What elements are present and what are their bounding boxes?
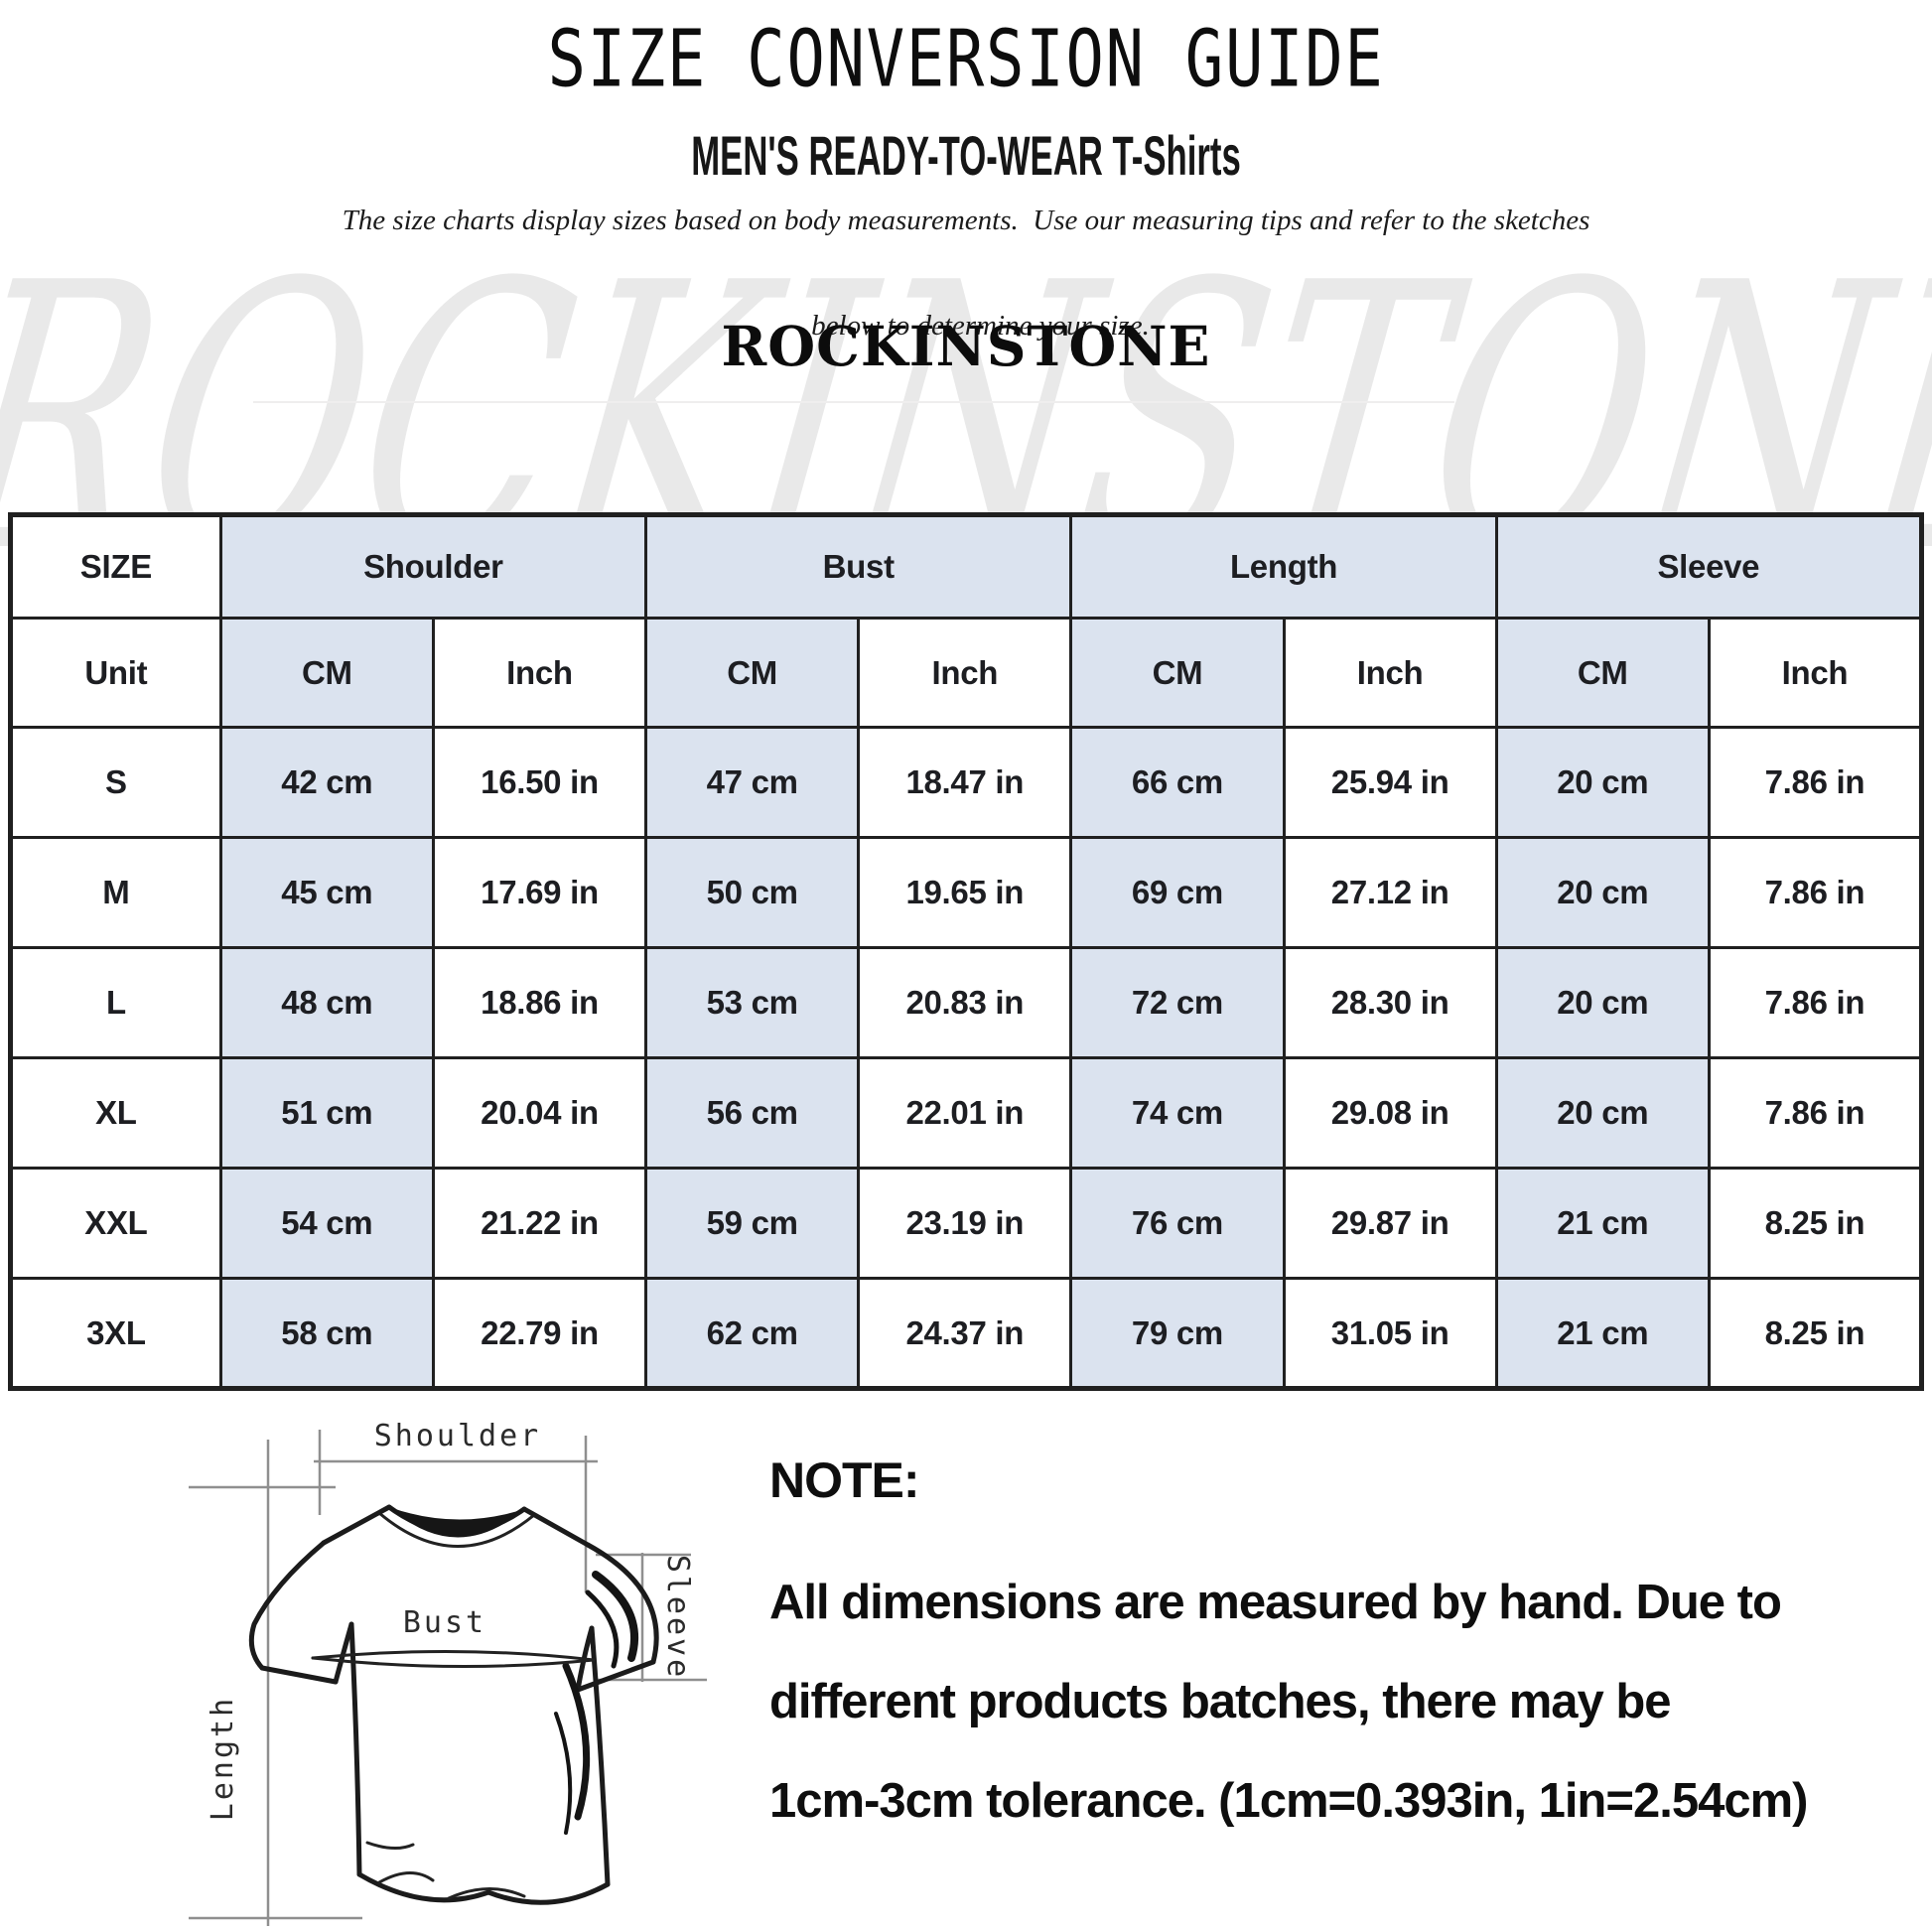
value-cell: 58 cm bbox=[218, 1277, 435, 1390]
value-cell: 69 cm bbox=[1069, 836, 1286, 949]
value-cell: 20 cm bbox=[1494, 726, 1711, 839]
page-subtitle: MEN'S READY-TO-WEAR T-Shirts bbox=[691, 124, 1241, 187]
unit-cm-cell: CM bbox=[1494, 617, 1711, 729]
value-cell: 62 cm bbox=[644, 1277, 861, 1390]
value-cell: 42 cm bbox=[218, 726, 435, 839]
table-row-s: S 42 cm 16.50 in 47 cm 18.47 in 66 cm 25… bbox=[9, 726, 1924, 839]
table-row-m: M 45 cm 17.69 in 50 cm 19.65 in 69 cm 27… bbox=[9, 836, 1924, 949]
value-cell: 24.37 in bbox=[857, 1277, 1073, 1390]
unit-cm-cell: CM bbox=[644, 617, 861, 729]
value-cell: 47 cm bbox=[644, 726, 861, 839]
value-cell: 7.86 in bbox=[1707, 1056, 1924, 1170]
length-group-header: Length bbox=[1069, 513, 1498, 620]
size-cell: L bbox=[9, 946, 222, 1059]
table-header-row: SIZE Shoulder Bust Length Sleeve bbox=[9, 513, 1924, 620]
note-section: NOTE: All dimensions are measured by han… bbox=[769, 1451, 1901, 1851]
value-cell: 7.86 in bbox=[1707, 836, 1924, 949]
size-cell: M bbox=[9, 836, 222, 949]
table-row-l: L 48 cm 18.86 in 53 cm 20.83 in 72 cm 28… bbox=[9, 946, 1924, 1059]
value-cell: 79 cm bbox=[1069, 1277, 1286, 1390]
unit-inch-cell: Inch bbox=[1707, 617, 1924, 729]
value-cell: 22.79 in bbox=[431, 1277, 648, 1390]
value-cell: 48 cm bbox=[218, 946, 435, 1059]
table-row-3xl: 3XL 58 cm 22.79 in 62 cm 24.37 in 79 cm … bbox=[9, 1277, 1924, 1390]
value-cell: 66 cm bbox=[1069, 726, 1286, 839]
diagram-bust-label: Bust bbox=[403, 1605, 486, 1640]
unit-inch-cell: Inch bbox=[857, 617, 1073, 729]
value-cell: 28.30 in bbox=[1282, 946, 1498, 1059]
value-cell: 50 cm bbox=[644, 836, 861, 949]
value-cell: 16.50 in bbox=[431, 726, 648, 839]
divider-hairline bbox=[253, 401, 1454, 403]
value-cell: 20.83 in bbox=[857, 946, 1073, 1059]
note-line-3: 1cm-3cm tolerance. (1cm=0.393in, 1in=2.5… bbox=[769, 1774, 1808, 1828]
bust-group-header: Bust bbox=[644, 513, 1073, 620]
value-cell: 21 cm bbox=[1494, 1277, 1711, 1390]
value-cell: 8.25 in bbox=[1707, 1277, 1924, 1390]
size-cell: XXL bbox=[9, 1167, 222, 1280]
value-cell: 23.19 in bbox=[857, 1167, 1073, 1280]
value-cell: 27.12 in bbox=[1282, 836, 1498, 949]
value-cell: 21 cm bbox=[1494, 1167, 1711, 1280]
page-title: SIZE CONVERSION GUIDE bbox=[547, 14, 1385, 105]
value-cell: 29.87 in bbox=[1282, 1167, 1498, 1280]
tshirt-measurement-diagram: Shoulder Bust Length Sleeve bbox=[189, 1419, 707, 1926]
value-cell: 20.04 in bbox=[431, 1056, 648, 1170]
value-cell: 45 cm bbox=[218, 836, 435, 949]
description-line-1: The size charts display sizes based on b… bbox=[342, 205, 1590, 236]
dimension-lines bbox=[189, 1430, 707, 1926]
table-row-xl: XL 51 cm 20.04 in 56 cm 22.01 in 74 cm 2… bbox=[9, 1056, 1924, 1170]
value-cell: 25.94 in bbox=[1282, 726, 1498, 839]
value-cell: 8.25 in bbox=[1707, 1167, 1924, 1280]
size-cell: XL bbox=[9, 1056, 222, 1170]
table-unit-row: Unit CM Inch CM Inch CM Inch CM Inch bbox=[9, 617, 1924, 729]
value-cell: 29.08 in bbox=[1282, 1056, 1498, 1170]
unit-cm-cell: CM bbox=[1069, 617, 1286, 729]
value-cell: 54 cm bbox=[218, 1167, 435, 1280]
size-cell: 3XL bbox=[9, 1277, 222, 1390]
value-cell: 72 cm bbox=[1069, 946, 1286, 1059]
value-cell: 17.69 in bbox=[431, 836, 648, 949]
value-cell: 22.01 in bbox=[857, 1056, 1073, 1170]
unit-label-cell: Unit bbox=[9, 617, 222, 729]
diagram-length-label: Length bbox=[206, 1696, 240, 1821]
value-cell: 19.65 in bbox=[857, 836, 1073, 949]
description-line-2: below to determine your size. bbox=[811, 310, 1150, 342]
table-row-xxl: XXL 54 cm 21.22 in 59 cm 23.19 in 76 cm … bbox=[9, 1167, 1924, 1280]
value-cell: 18.47 in bbox=[857, 726, 1073, 839]
description-text: The size charts display sizes based on b… bbox=[0, 195, 1932, 405]
value-cell: 59 cm bbox=[644, 1167, 861, 1280]
diagram-shoulder-label: Shoulder bbox=[374, 1419, 542, 1453]
note-line-1: All dimensions are measured by hand. Due… bbox=[769, 1576, 1782, 1629]
tshirt-sketch bbox=[248, 1504, 659, 1905]
value-cell: 51 cm bbox=[218, 1056, 435, 1170]
note-line-2: different products batches, there may be bbox=[769, 1675, 1672, 1728]
unit-inch-cell: Inch bbox=[431, 617, 648, 729]
value-cell: 21.22 in bbox=[431, 1167, 648, 1280]
value-cell: 76 cm bbox=[1069, 1167, 1286, 1280]
sleeve-group-header: Sleeve bbox=[1494, 513, 1924, 620]
value-cell: 31.05 in bbox=[1282, 1277, 1498, 1390]
value-cell: 20 cm bbox=[1494, 946, 1711, 1059]
size-conversion-table: SIZE Shoulder Bust Length Sleeve Unit CM… bbox=[8, 512, 1924, 1391]
value-cell: 56 cm bbox=[644, 1056, 861, 1170]
value-cell: 20 cm bbox=[1494, 1056, 1711, 1170]
value-cell: 74 cm bbox=[1069, 1056, 1286, 1170]
value-cell: 20 cm bbox=[1494, 836, 1711, 949]
value-cell: 7.86 in bbox=[1707, 946, 1924, 1059]
value-cell: 18.86 in bbox=[431, 946, 648, 1059]
unit-cm-cell: CM bbox=[218, 617, 435, 729]
note-heading: NOTE: bbox=[769, 1452, 920, 1508]
unit-inch-cell: Inch bbox=[1282, 617, 1498, 729]
size-column-header: SIZE bbox=[9, 513, 222, 620]
brand-name: ROCKINSTONE bbox=[721, 314, 1211, 378]
diagram-sleeve-label: Sleeve bbox=[660, 1555, 695, 1680]
value-cell: 7.86 in bbox=[1707, 726, 1924, 839]
shoulder-group-header: Shoulder bbox=[218, 513, 648, 620]
value-cell: 53 cm bbox=[644, 946, 861, 1059]
size-cell: S bbox=[9, 726, 222, 839]
